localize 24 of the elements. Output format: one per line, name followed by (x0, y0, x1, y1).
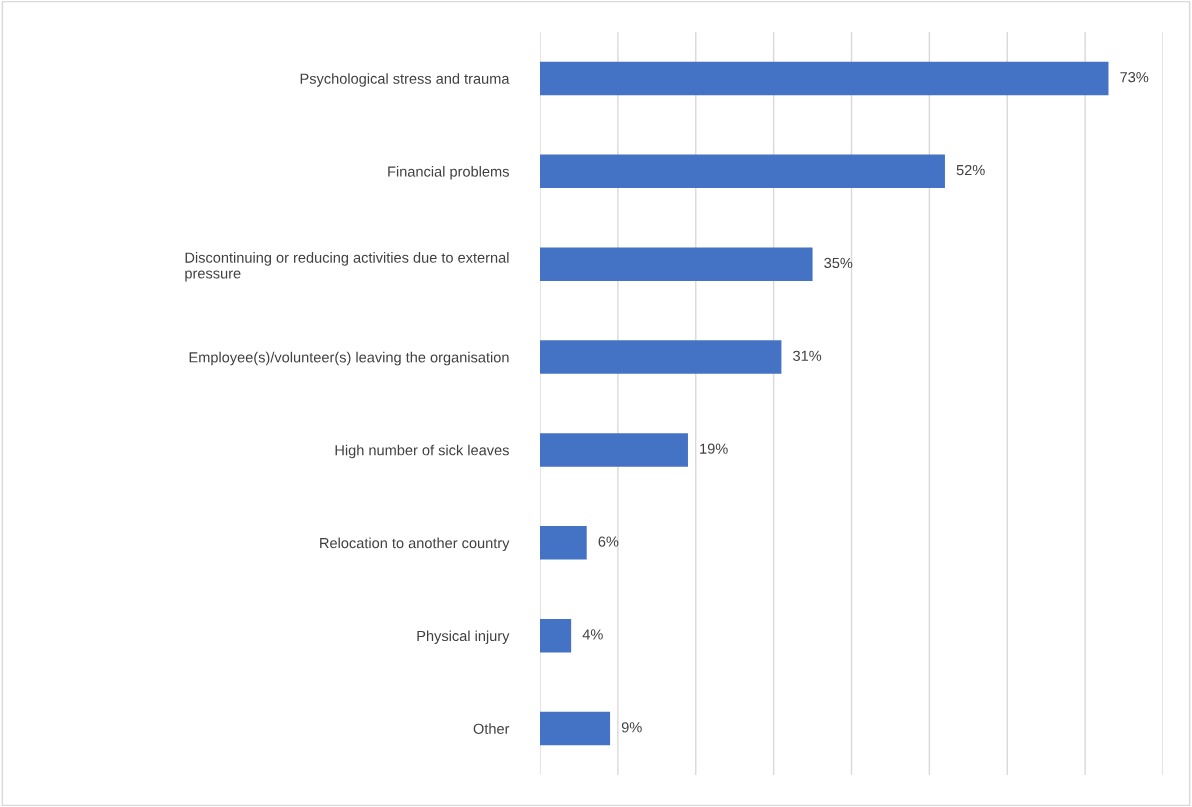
y-tick-label: Other (473, 723, 510, 734)
bar (540, 247, 813, 281)
y-tick-label: Financial problems (388, 166, 509, 180)
y-tick-label: High number of sick leaves (335, 444, 509, 459)
bar (540, 340, 782, 374)
bar (540, 618, 572, 653)
data-label: 6% (598, 536, 619, 547)
data-label: 4% (582, 629, 603, 640)
bar (540, 433, 688, 467)
y-tick-label: Psychological stress and trauma (300, 73, 510, 87)
data-label: 73% (1120, 72, 1149, 83)
data-label: 31% (793, 350, 822, 361)
data-label: 35% (824, 257, 853, 269)
data-label: 19% (700, 443, 728, 454)
data-label: 9% (621, 722, 642, 733)
y-tick-label: Discontinuing or reducing activities due to external pressure (185, 252, 509, 282)
bar (540, 61, 1109, 96)
bar (540, 526, 587, 560)
y-tick-label: Employee(s)/volunteer(s) leaving the organisation (189, 351, 509, 366)
y-tick-label: Physical injury (417, 630, 510, 644)
bar (540, 711, 611, 746)
y-tick-label: Relocation to another country (320, 537, 510, 552)
bar (540, 154, 945, 189)
data-label: 52% (956, 164, 985, 176)
